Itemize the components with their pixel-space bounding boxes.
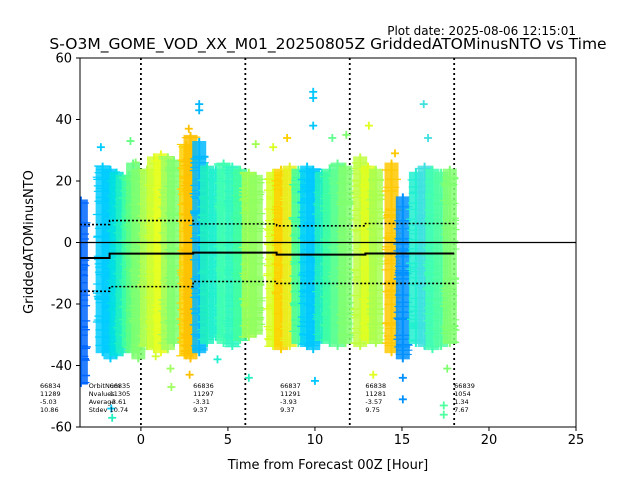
outlier-point bbox=[439, 410, 448, 419]
stat-value: 66838 bbox=[365, 382, 386, 390]
y-tick-label: 0 bbox=[64, 236, 72, 251]
stat-value: 9.37 bbox=[280, 406, 294, 414]
y-tick-label: 20 bbox=[55, 175, 72, 190]
stat-value: 11291 bbox=[280, 390, 301, 398]
outlier-point bbox=[364, 121, 373, 130]
stat-value: 11297 bbox=[193, 390, 214, 398]
y-tick-label: -20 bbox=[51, 298, 72, 313]
axes: 0 5 10 15 20 25 -60 -40 -20 0 20 40 60 bbox=[51, 52, 585, 449]
stat-value: -3.57 bbox=[365, 398, 382, 406]
outlier-point bbox=[251, 140, 260, 149]
stat-value: 1.34 bbox=[454, 398, 468, 406]
strip-body bbox=[80, 199, 88, 384]
outlier-point bbox=[391, 149, 400, 158]
outlier-point bbox=[398, 373, 407, 382]
outlier-point bbox=[443, 364, 452, 373]
outlier-point bbox=[310, 376, 319, 385]
data-strip bbox=[439, 165, 460, 347]
outlier-point bbox=[131, 158, 140, 167]
stat-value: 7.67 bbox=[454, 406, 468, 414]
outlier-point bbox=[369, 370, 378, 379]
outlier-point bbox=[166, 364, 175, 373]
stat-value: 66837 bbox=[280, 382, 301, 390]
stat-value: 10.86 bbox=[40, 406, 59, 414]
chart-title: S-O3M_GOME_VOD_XX_M01_20250805Z GriddedA… bbox=[49, 35, 606, 54]
x-tick-label: 15 bbox=[394, 433, 411, 448]
stat-row-label: OrbitNum bbox=[89, 382, 121, 390]
stat-value: 9.75 bbox=[365, 406, 379, 414]
stat-value: 10.74 bbox=[110, 406, 129, 414]
data-strip bbox=[80, 196, 91, 387]
stat-row-label: Stdev bbox=[89, 406, 108, 414]
stat-value: 66834 bbox=[40, 382, 61, 390]
outlier-point bbox=[309, 121, 318, 130]
outlier-point bbox=[283, 133, 292, 142]
outlier-point bbox=[185, 370, 194, 379]
outlier-point bbox=[342, 130, 351, 139]
stat-value: 11305 bbox=[110, 390, 131, 398]
outlier-point bbox=[96, 143, 105, 152]
mean-line bbox=[80, 251, 455, 259]
outlier-point bbox=[167, 383, 176, 392]
x-tick-label: 10 bbox=[307, 433, 324, 448]
x-axis-label: Time from Forecast 00Z [Hour] bbox=[227, 458, 429, 473]
stat-value: 66835 bbox=[110, 382, 131, 390]
outlier-point bbox=[244, 373, 253, 382]
outlier-point bbox=[213, 355, 222, 364]
x-tick-label: 0 bbox=[137, 433, 145, 448]
data-strip bbox=[381, 159, 402, 357]
outlier-point bbox=[424, 133, 433, 142]
outlier-point bbox=[398, 395, 407, 404]
outlier-point bbox=[151, 352, 160, 361]
outlier-point bbox=[269, 143, 278, 152]
stat-value: 66839 bbox=[454, 382, 475, 390]
outlier-point bbox=[309, 93, 318, 102]
stat-value: 9.37 bbox=[193, 406, 207, 414]
outlier-point bbox=[107, 404, 116, 413]
stat-value: -5.03 bbox=[40, 398, 57, 406]
stat-value: -3.93 bbox=[280, 398, 297, 406]
outlier-point bbox=[126, 137, 135, 146]
x-tick-label: 20 bbox=[481, 433, 498, 448]
y-axis-label: GriddedATOMinusNTO bbox=[22, 170, 37, 314]
stat-row-label: Nvalues bbox=[89, 390, 116, 398]
outlier-point bbox=[419, 100, 428, 109]
stat-value: 1054 bbox=[454, 390, 471, 398]
stat-value: -3.31 bbox=[193, 398, 210, 406]
y-tick-label: 60 bbox=[55, 52, 72, 67]
x-tick-label: 25 bbox=[568, 433, 585, 448]
outlier-point bbox=[328, 133, 337, 142]
stat-value: 11281 bbox=[365, 390, 386, 398]
stat-value: -3.61 bbox=[110, 398, 127, 406]
outlier-point bbox=[195, 106, 204, 115]
x-tick-label: 5 bbox=[224, 433, 232, 448]
stat-value: 66836 bbox=[193, 382, 214, 390]
outlier-point bbox=[439, 401, 448, 410]
data-strip bbox=[245, 171, 266, 338]
stat-row-label: Average bbox=[89, 398, 116, 406]
data-strip bbox=[335, 162, 356, 347]
outlier-point bbox=[108, 413, 117, 422]
y-tick-label: -40 bbox=[51, 359, 72, 374]
stat-value: 11289 bbox=[40, 390, 61, 398]
mean-minus-std-line bbox=[80, 280, 455, 293]
data-strip bbox=[366, 165, 386, 347]
y-tick-label: 40 bbox=[55, 113, 72, 128]
y-tick-label: -60 bbox=[51, 421, 72, 436]
plot-date: Plot date: 2025-08-06 12:15:01 bbox=[387, 24, 576, 38]
outlier-point bbox=[184, 124, 193, 133]
data-layer bbox=[80, 58, 576, 427]
